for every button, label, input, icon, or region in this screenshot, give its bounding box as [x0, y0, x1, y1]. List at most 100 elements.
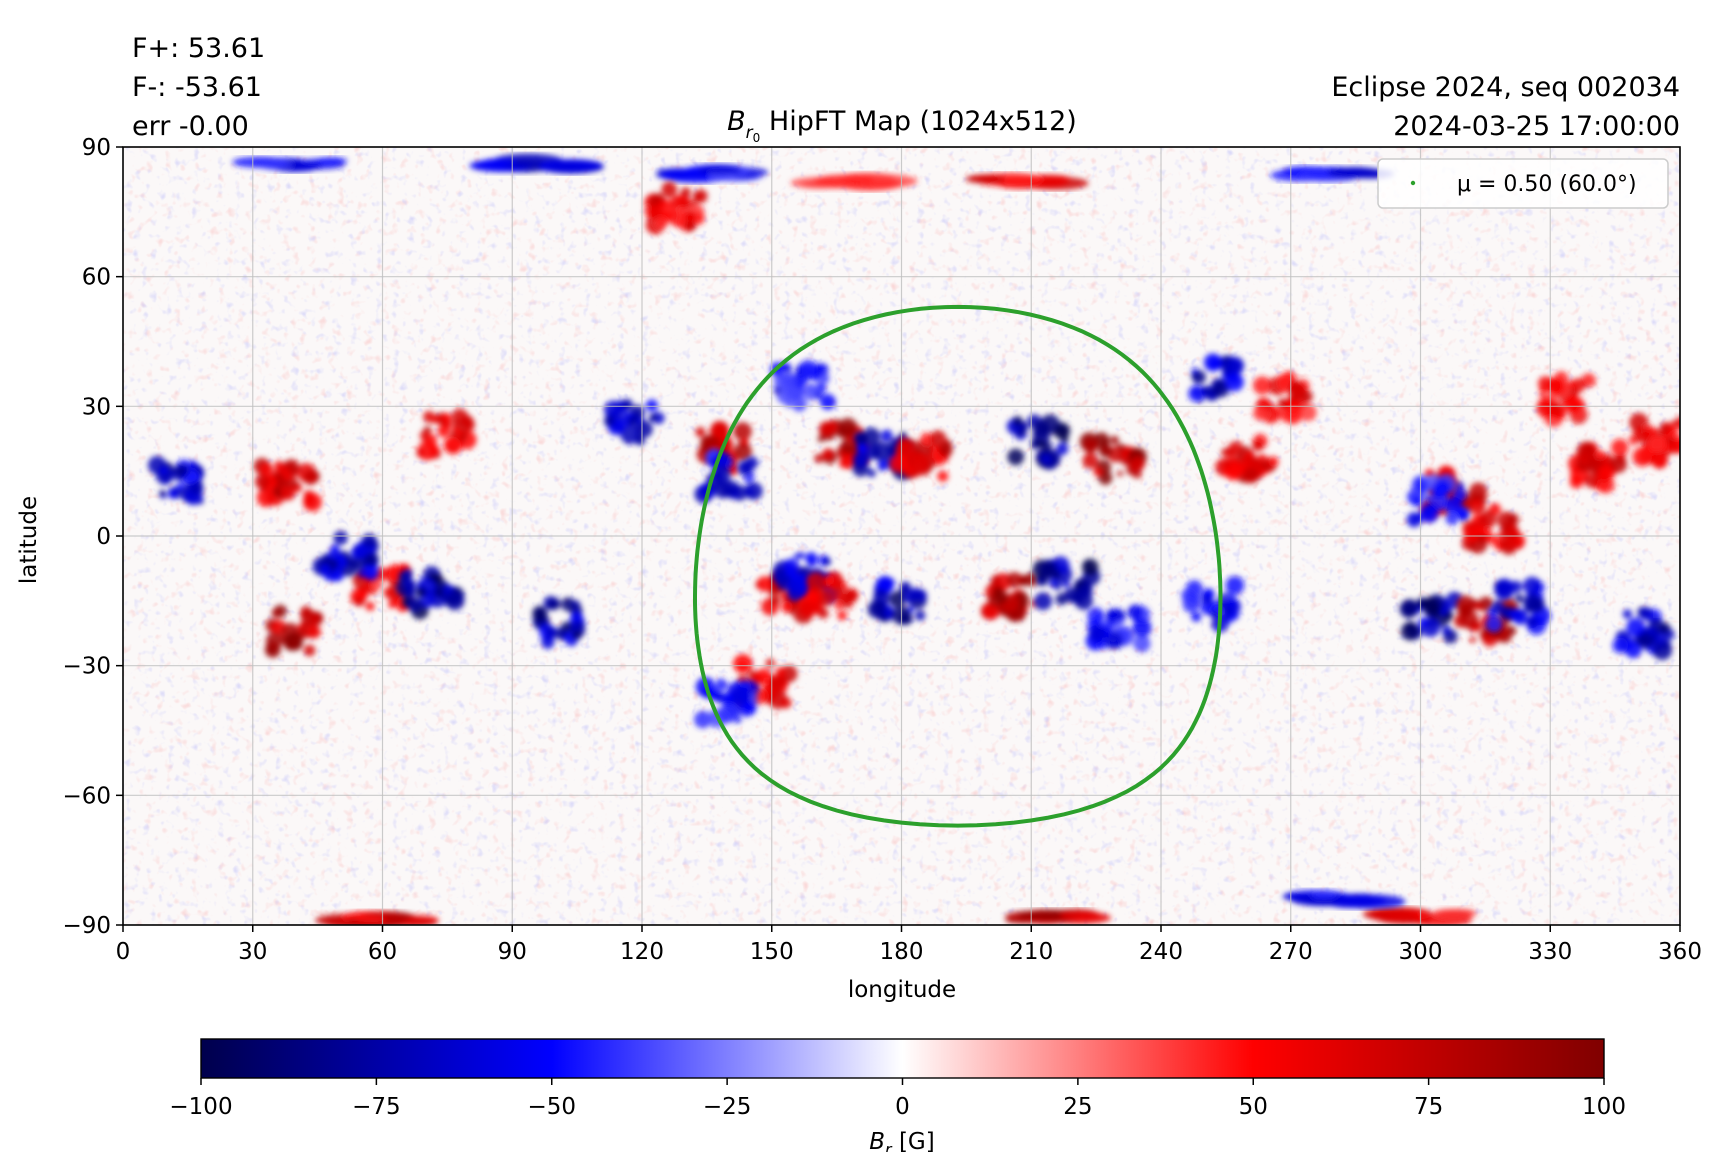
- timestamp-text: 2024-03-25 17:00:00: [1393, 111, 1680, 142]
- colorbar-label-sub: r: [885, 1140, 893, 1152]
- region-blob: [1457, 603, 1472, 618]
- region-blob: [1632, 446, 1653, 467]
- region-blob: [571, 600, 581, 610]
- region-blob: [541, 635, 555, 649]
- colorbar-label-unit: [G]: [899, 1129, 935, 1152]
- active-region-14: [1006, 414, 1071, 470]
- colorbar-tick-label: −75: [352, 1094, 401, 1120]
- x-tick-label: 330: [1528, 939, 1572, 965]
- active-region-10: [694, 448, 763, 504]
- colorbar: [200, 1038, 1605, 1079]
- region-blob: [1547, 378, 1566, 396]
- region-blob: [929, 430, 947, 447]
- x-tick-label: 210: [1009, 939, 1053, 965]
- region-blob: [716, 468, 723, 475]
- y-tick-label: 60: [82, 265, 111, 291]
- region-blob: [680, 187, 691, 198]
- region-blob: [779, 696, 792, 709]
- region-blob: [320, 564, 332, 576]
- active-region-23: [694, 677, 759, 729]
- active-region-2: [264, 604, 324, 658]
- region-blob: [822, 448, 835, 461]
- region-blob: [1268, 456, 1279, 467]
- region-blob: [1491, 600, 1505, 614]
- region-blob: [370, 588, 377, 596]
- region-blob: [259, 462, 274, 477]
- region-blob: [1639, 607, 1654, 621]
- region-blob: [1411, 495, 1423, 507]
- region-blob: [456, 429, 464, 437]
- colorbar-label: Br [G]: [869, 1129, 934, 1152]
- region-blob: [307, 625, 321, 639]
- region-blob: [785, 366, 792, 373]
- region-blob: [383, 587, 395, 599]
- region-blob: [709, 420, 730, 441]
- y-tick-label: 0: [96, 524, 111, 550]
- active-region-0: [253, 457, 322, 512]
- region-blob: [731, 685, 752, 705]
- region-blob: [437, 424, 451, 438]
- x-tick-label: 270: [1269, 939, 1313, 965]
- region-blob: [733, 442, 752, 461]
- region-blob: [315, 157, 348, 164]
- region-blob: [1059, 911, 1102, 920]
- region-blob: [1098, 470, 1113, 485]
- mu-contour-line: [693, 304, 1223, 828]
- flux-minus-text: F-: -53.61: [132, 72, 262, 103]
- region-blob: [690, 199, 697, 206]
- region-blob: [737, 460, 753, 476]
- region-blob: [781, 600, 793, 613]
- y-axis-label: latitude: [16, 496, 42, 584]
- region-blob: [1012, 415, 1023, 426]
- region-blob: [1106, 608, 1120, 622]
- region-blob: [1478, 510, 1497, 529]
- y-tick-label: 90: [82, 135, 111, 161]
- region-blob: [1648, 435, 1666, 453]
- active-region-29: [1461, 503, 1526, 555]
- region-blob: [817, 589, 835, 607]
- region-blob: [419, 430, 430, 441]
- region-blob: [1539, 392, 1546, 399]
- region-blob: [794, 574, 812, 592]
- region-blob: [817, 607, 829, 619]
- region-blob: [451, 408, 469, 426]
- region-blob: [836, 428, 846, 439]
- region-blob: [1526, 617, 1538, 629]
- x-tick-label: 30: [238, 939, 267, 965]
- region-blob: [867, 600, 886, 619]
- region-blob: [856, 444, 865, 453]
- region-blob: [311, 615, 320, 623]
- region-blob: [1418, 617, 1428, 628]
- region-blob: [756, 576, 773, 592]
- title-symbol: B: [727, 106, 746, 137]
- region-blob: [1122, 630, 1130, 638]
- legend-label: μ = 0.50 (60.0°): [1457, 172, 1637, 197]
- region-blob: [744, 701, 754, 711]
- region-blob: [1083, 438, 1098, 454]
- region-blob: [783, 558, 799, 574]
- region-blob: [1609, 455, 1627, 473]
- region-blob: [1509, 608, 1524, 623]
- active-region-50: [1282, 889, 1406, 909]
- region-blob: [1480, 629, 1490, 639]
- active-region-7: [532, 595, 586, 649]
- region-blob: [1277, 398, 1287, 407]
- region-blob: [670, 195, 685, 209]
- region-blob: [1622, 609, 1633, 619]
- region-blob: [1225, 576, 1245, 595]
- region-blob: [1612, 637, 1629, 654]
- region-blob: [899, 581, 912, 593]
- region-blob: [1042, 426, 1050, 434]
- region-blob: [867, 469, 876, 478]
- region-blob: [1445, 512, 1459, 526]
- region-blob: [174, 463, 189, 478]
- region-blob: [1456, 482, 1465, 491]
- region-blob: [1424, 506, 1432, 515]
- region-blob: [1224, 461, 1232, 468]
- region-blob: [1224, 447, 1236, 458]
- region-blob: [1105, 631, 1124, 650]
- colorbar-label-symbol: B: [869, 1129, 885, 1152]
- region-blob: [432, 573, 444, 585]
- region-blob: [1327, 167, 1384, 179]
- region-blob: [1019, 422, 1029, 431]
